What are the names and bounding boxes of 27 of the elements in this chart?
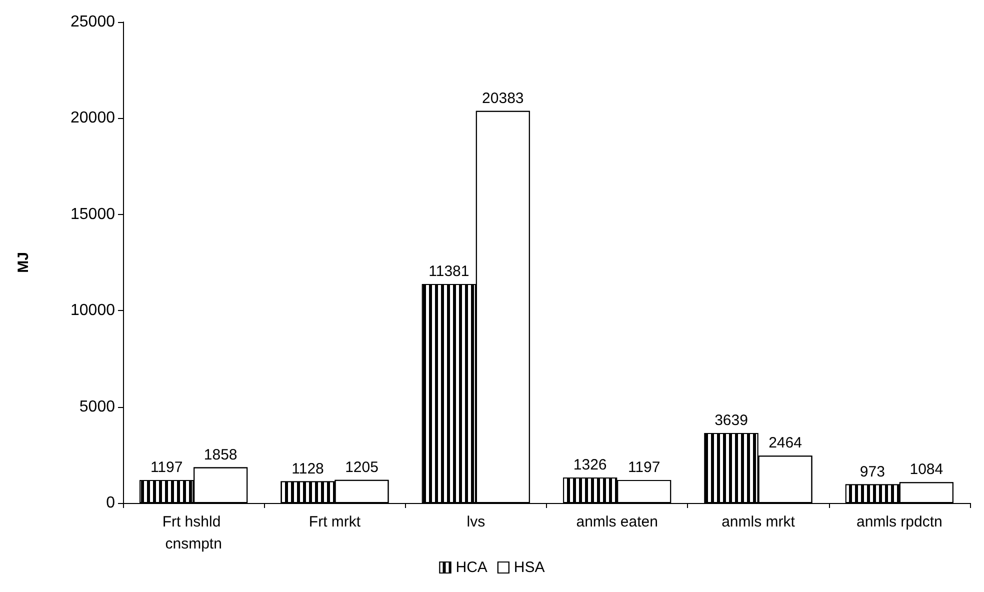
data-label: 1084 <box>910 461 944 478</box>
data-label: 1205 <box>345 458 378 476</box>
data-label: 1326 <box>573 456 607 474</box>
data-label: 1128 <box>292 460 324 478</box>
x-tick-label: anmls rpdctn <box>856 514 942 530</box>
x-tick-label: Frt hshld cnsmptn <box>162 514 225 552</box>
y-axis-title: MJ <box>15 252 32 273</box>
legend-label: HCA <box>456 559 488 576</box>
x-tick-label: lvs <box>466 514 486 530</box>
data-label: 3639 <box>714 412 748 429</box>
x-tick-label: anmls mrkt <box>722 514 796 530</box>
y-tick-label: 0 <box>106 494 116 512</box>
y-tick-label: 20000 <box>70 110 116 127</box>
y-tick-label: 15000 <box>70 206 116 223</box>
y-tick-label: 25000 <box>70 14 116 30</box>
y-tick-label: 10000 <box>70 302 116 320</box>
data-label: 2464 <box>768 434 802 452</box>
data-label: 973 <box>860 463 885 480</box>
data-label: 20383 <box>482 90 524 107</box>
x-tick-label: anmls eaten <box>576 514 658 530</box>
data-label: 1858 <box>204 446 238 464</box>
y-tick-label: 5000 <box>79 398 116 416</box>
x-tick-label: Frt mrkt <box>308 514 362 530</box>
data-label: 1197 <box>150 458 183 476</box>
data-label: 1197 <box>628 458 660 476</box>
data-label: 11381 <box>428 263 470 280</box>
legend-label: HSA <box>514 559 545 576</box>
